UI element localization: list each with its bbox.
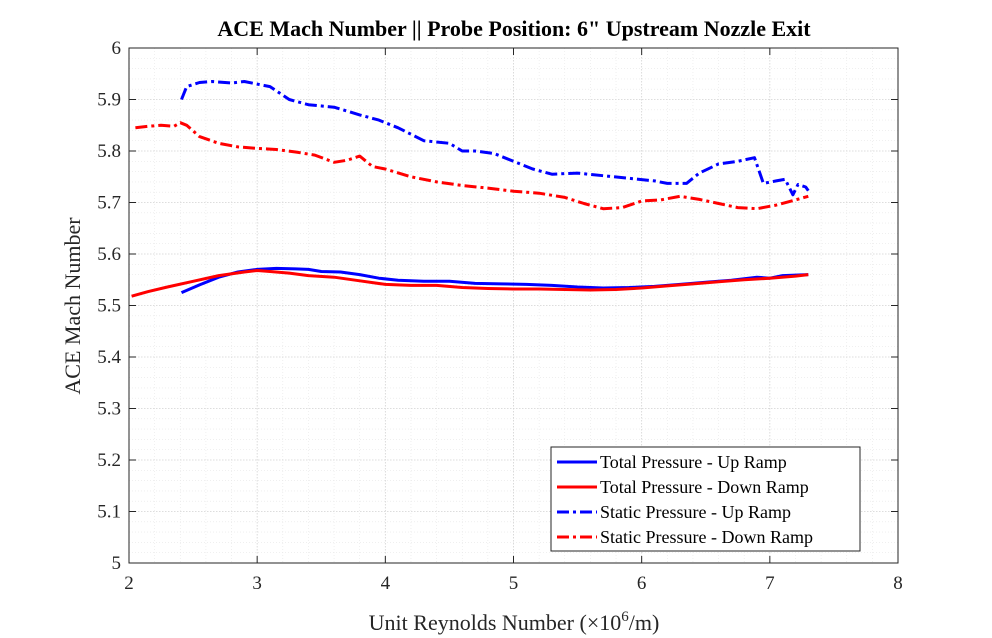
legend-label: Total Pressure - Up Ramp — [600, 452, 787, 472]
y-tick-label: 5.8 — [97, 141, 121, 162]
x-axis-label: Unit Reynolds Number (×106/m) — [369, 609, 660, 635]
x-tick-label: 6 — [637, 573, 647, 594]
x-axis-label-suffix: /m) — [629, 610, 660, 635]
x-tick-label: 7 — [765, 573, 775, 594]
x-tick-labels: 2 3 4 5 6 7 8 — [124, 573, 903, 594]
ticks-layer — [128, 47, 899, 564]
y-tick-label: 5.2 — [97, 450, 121, 471]
x-tick-label: 2 — [124, 573, 134, 594]
y-tick-label: 5.3 — [97, 399, 121, 420]
chart-title: ACE Mach Number || Probe Position: 6" Up… — [217, 16, 811, 41]
y-tick-label: 5.1 — [97, 502, 121, 523]
x-axis-label-prefix: Unit Reynolds Number ( — [369, 610, 587, 635]
series-layer — [131, 80, 810, 298]
x-tick-label: 4 — [381, 573, 391, 594]
legend-box — [550, 446, 861, 552]
x-tick-label: 3 — [252, 573, 262, 594]
y-tick-label: 5.6 — [97, 244, 121, 265]
x-axis-label-times: ×10 — [587, 610, 621, 635]
series-line-3 — [180, 80, 810, 197]
x-tick-label: 5 — [509, 573, 519, 594]
x-tick-label: 8 — [893, 573, 903, 594]
y-tick-label: 5.7 — [97, 193, 121, 214]
legend: Total Pressure - Up Ramp Total Pressure -… — [550, 446, 861, 552]
legend-label: Static Pressure - Down Ramp — [600, 527, 813, 547]
series-line-4 — [135, 121, 809, 211]
y-axis-label: ACE Mach Number — [60, 217, 85, 395]
y-tick-label: 5.4 — [97, 347, 121, 368]
y-tick-labels: 5 5.1 5.2 5.3 5.4 5.5 5.6 5.7 5.8 5.9 6 — [97, 38, 121, 574]
legend-label: Static Pressure - Up Ramp — [600, 502, 791, 522]
legend-label: Total Pressure - Down Ramp — [600, 477, 809, 497]
series-line-2 — [131, 269, 809, 298]
y-tick-label: 5 — [112, 553, 122, 574]
y-tick-label: 5.5 — [97, 296, 121, 317]
y-tick-label: 5.9 — [97, 90, 121, 111]
y-tick-label: 6 — [112, 38, 122, 59]
x-axis-label-exponent: 6 — [621, 609, 629, 625]
